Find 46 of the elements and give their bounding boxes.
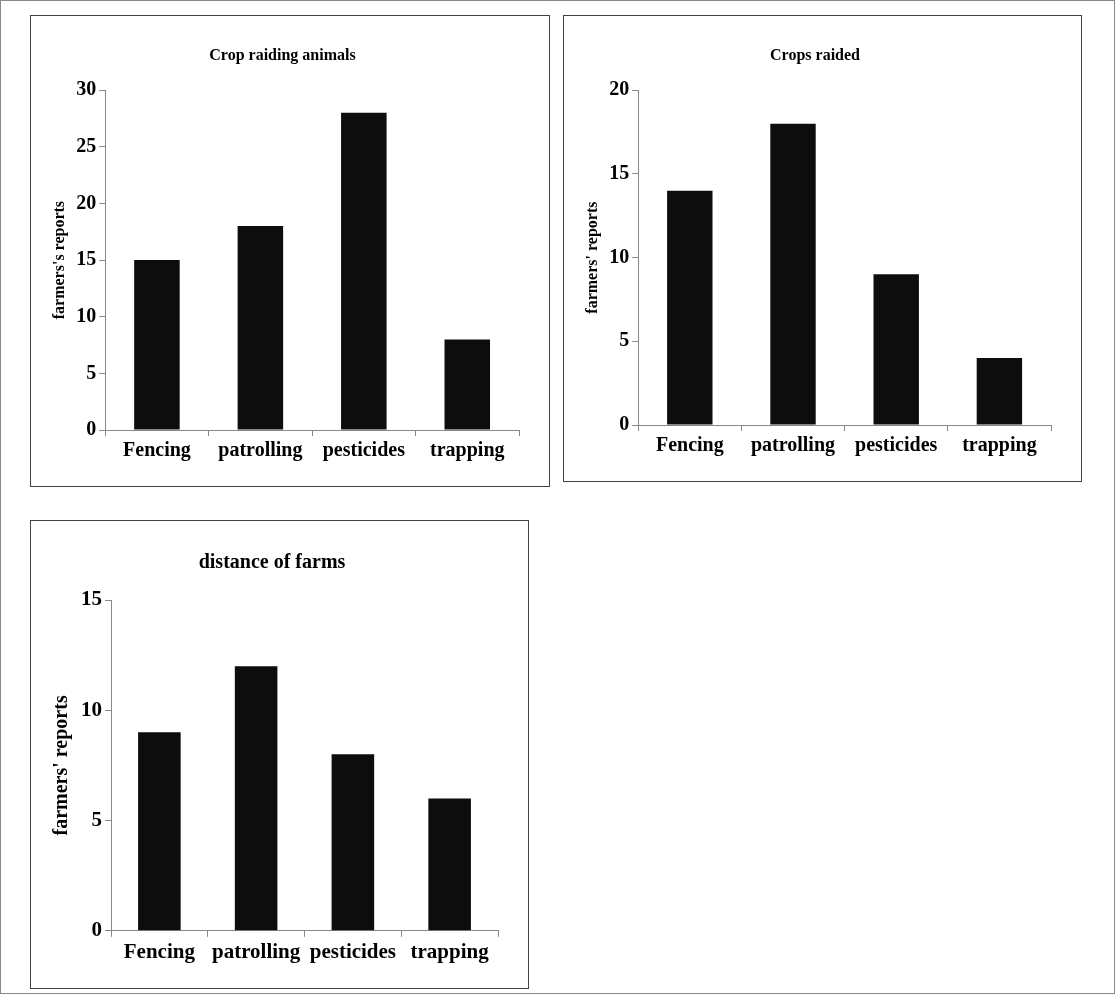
y-tick-label: 5 bbox=[86, 360, 97, 383]
y-tick-label: 5 bbox=[619, 328, 630, 351]
x-tick-label: trapping bbox=[410, 938, 490, 963]
y-tick-label: 0 bbox=[91, 917, 102, 942]
y-tick-label: 10 bbox=[81, 696, 102, 721]
bar bbox=[138, 732, 181, 931]
bar bbox=[134, 260, 180, 430]
x-tick-label: pesticides bbox=[322, 438, 406, 462]
x-tick-label: trapping bbox=[962, 433, 1037, 457]
x-tick-label: Fencing bbox=[123, 938, 196, 963]
bar bbox=[770, 123, 816, 425]
y-tick-label: 30 bbox=[76, 77, 97, 100]
y-tick-label: 25 bbox=[76, 134, 97, 157]
x-tick-label: pesticides bbox=[855, 433, 938, 457]
y-tick-label: 0 bbox=[86, 417, 97, 440]
y-tick-label: 15 bbox=[81, 586, 102, 611]
y-axis-title: farmers' reports bbox=[49, 695, 73, 836]
y-tick-label: 5 bbox=[91, 806, 102, 831]
y-tick-label: 20 bbox=[76, 190, 97, 213]
x-tick-label: Fencing bbox=[123, 438, 191, 462]
y-tick-label: 0 bbox=[619, 412, 630, 435]
bar bbox=[428, 798, 471, 931]
x-tick-label: patrolling bbox=[211, 938, 301, 963]
bar bbox=[234, 666, 278, 931]
x-tick-label: patrolling bbox=[218, 438, 303, 462]
x-tick-label: patrolling bbox=[750, 433, 836, 457]
x-tick-label: Fencing bbox=[655, 433, 724, 457]
y-tick-label: 10 bbox=[76, 303, 97, 326]
y-tick-label: 15 bbox=[609, 161, 630, 184]
bar bbox=[341, 112, 387, 430]
x-tick-label: pesticides bbox=[309, 938, 397, 963]
y-axis-title: farmers's reports bbox=[49, 200, 68, 320]
bar bbox=[873, 274, 919, 425]
chart-title: Crops raided bbox=[770, 45, 861, 64]
y-tick-label: 10 bbox=[609, 244, 630, 267]
bar bbox=[331, 754, 375, 931]
bar bbox=[237, 226, 284, 430]
chart-title: Crop raiding animals bbox=[209, 45, 356, 64]
y-tick-label: 15 bbox=[76, 247, 97, 270]
y-axis-title: farmers' reports bbox=[582, 201, 601, 314]
bar bbox=[444, 339, 491, 430]
y-tick-label: 20 bbox=[609, 77, 630, 100]
chart-title: distance of farms bbox=[198, 550, 346, 573]
bar bbox=[667, 190, 713, 425]
bar bbox=[976, 358, 1023, 425]
x-tick-label: trapping bbox=[430, 438, 505, 462]
